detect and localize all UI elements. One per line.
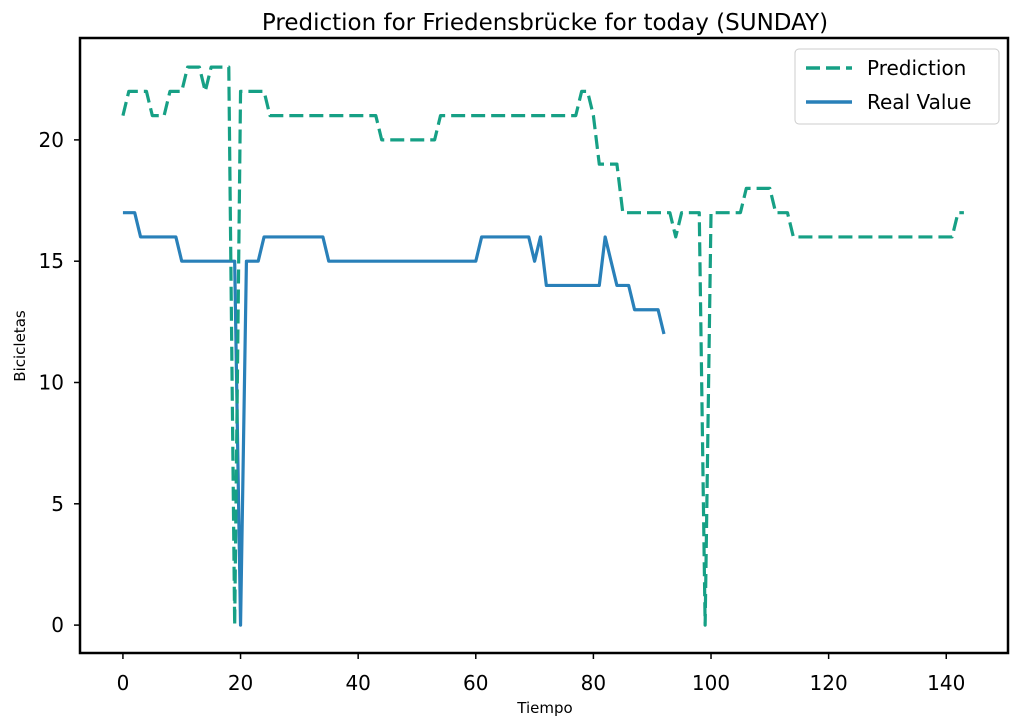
legend-label-real-value: Real Value	[867, 90, 971, 114]
y-tick-label: 0	[51, 613, 64, 637]
x-tick-label: 0	[117, 671, 130, 695]
series-line-prediction	[121, 65, 964, 627]
legend: Prediction Real Value	[794, 48, 1000, 125]
x-tick-label: 20	[228, 671, 253, 695]
x-tick-label: 80	[581, 671, 606, 695]
y-tick-label: 10	[39, 370, 64, 394]
x-tick-label: 100	[692, 671, 730, 695]
y-axis: 0 5 10 15 20	[39, 128, 80, 637]
x-tick-label: 140	[927, 671, 965, 695]
x-tick-label: 120	[810, 671, 848, 695]
chart-title: Prediction for Friedensbrücke for today …	[262, 10, 828, 36]
y-tick-label: 15	[39, 249, 64, 273]
plot-frame	[78, 36, 1010, 655]
x-tick-label: 60	[463, 671, 488, 695]
y-axis-label: Bicicletas	[11, 310, 29, 382]
y-tick-label: 20	[39, 128, 64, 152]
y-tick-label: 5	[51, 492, 64, 516]
series-line-real-value	[122, 211, 666, 627]
x-axis: 0 20 40 60 80 100 120 140	[117, 653, 965, 695]
x-tick-label: 40	[345, 671, 370, 695]
x-axis-label: Tiempo	[516, 699, 572, 717]
legend-label-prediction: Prediction	[867, 56, 966, 80]
